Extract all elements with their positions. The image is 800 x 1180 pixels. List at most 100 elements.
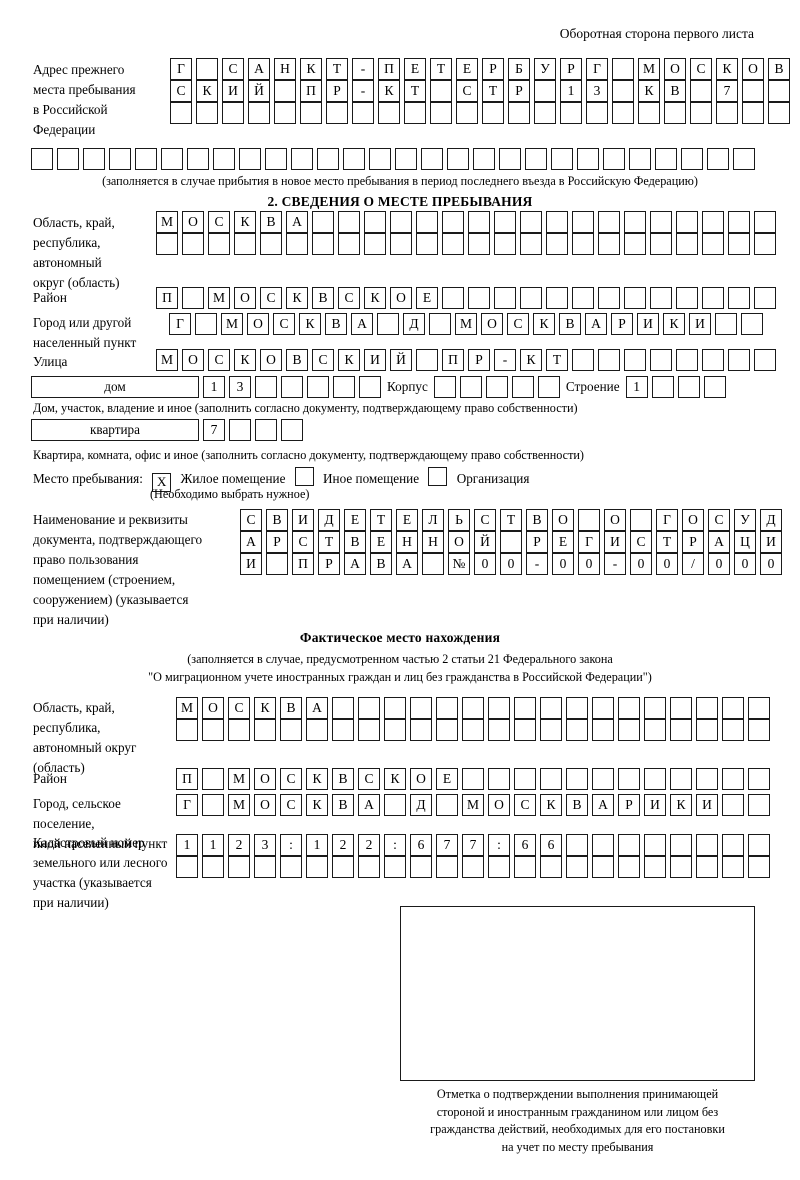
- char-cell[interactable]: С: [280, 794, 302, 816]
- char-cell[interactable]: [170, 102, 192, 124]
- char-cell[interactable]: [651, 376, 674, 398]
- char-cell[interactable]: [728, 211, 750, 233]
- char-cell[interactable]: [650, 233, 672, 255]
- char-cell[interactable]: [196, 102, 218, 124]
- char-cell[interactable]: М: [455, 313, 477, 335]
- char-cell[interactable]: -: [604, 553, 626, 575]
- char-cell[interactable]: Р: [266, 531, 288, 553]
- char-cell[interactable]: :: [280, 834, 302, 856]
- char-cell[interactable]: О: [664, 58, 686, 80]
- char-cell[interactable]: Т: [500, 509, 522, 531]
- char-cell[interactable]: В: [566, 794, 588, 816]
- char-cell[interactable]: [378, 102, 400, 124]
- char-cell[interactable]: [436, 856, 458, 878]
- char-cell[interactable]: [551, 148, 573, 170]
- char-cell[interactable]: [540, 697, 562, 719]
- char-cell[interactable]: К: [384, 768, 406, 790]
- char-cell[interactable]: Г: [170, 58, 192, 80]
- char-cell[interactable]: К: [234, 349, 256, 371]
- char-cell[interactable]: О: [604, 509, 626, 531]
- char-cell[interactable]: [254, 856, 276, 878]
- char-cell[interactable]: П: [292, 553, 314, 575]
- char-cell[interactable]: [768, 80, 790, 102]
- char-cell[interactable]: [462, 768, 484, 790]
- char-cell[interactable]: [430, 80, 452, 102]
- char-cell[interactable]: [442, 287, 464, 309]
- char-cell[interactable]: [468, 233, 490, 255]
- char-cell[interactable]: М: [208, 287, 230, 309]
- char-cell[interactable]: [702, 211, 724, 233]
- char-cell[interactable]: В: [768, 58, 790, 80]
- char-cell[interactable]: А: [240, 531, 262, 553]
- char-cell[interactable]: [520, 211, 542, 233]
- char-cell[interactable]: [514, 719, 536, 741]
- char-cell[interactable]: К: [286, 287, 308, 309]
- char-cell[interactable]: [748, 768, 770, 790]
- char-cell[interactable]: Т: [482, 80, 504, 102]
- char-cell[interactable]: 1: [625, 376, 648, 398]
- char-cell[interactable]: [722, 834, 744, 856]
- char-cell[interactable]: [430, 102, 452, 124]
- char-cell[interactable]: [280, 856, 302, 878]
- char-cell[interactable]: [722, 768, 744, 790]
- char-cell[interactable]: Т: [326, 58, 348, 80]
- char-cell[interactable]: Г: [586, 58, 608, 80]
- char-cell[interactable]: [624, 349, 646, 371]
- char-cell[interactable]: [213, 148, 235, 170]
- char-cell[interactable]: А: [286, 211, 308, 233]
- char-cell[interactable]: Н: [274, 58, 296, 80]
- char-cell[interactable]: И: [364, 349, 386, 371]
- char-cell[interactable]: И: [760, 531, 782, 553]
- char-cell[interactable]: [592, 697, 614, 719]
- char-cell[interactable]: 0: [708, 553, 730, 575]
- char-cell[interactable]: 1: [203, 376, 225, 398]
- char-cell[interactable]: Р: [318, 553, 340, 575]
- char-cell[interactable]: [416, 211, 438, 233]
- char-cell[interactable]: Р: [611, 313, 633, 335]
- char-cell[interactable]: Е: [404, 58, 426, 80]
- char-cell[interactable]: [577, 148, 599, 170]
- char-cell[interactable]: [696, 834, 718, 856]
- char-cell[interactable]: [716, 102, 738, 124]
- char-cell[interactable]: [364, 233, 386, 255]
- char-cell[interactable]: 1: [306, 834, 328, 856]
- char-cell[interactable]: В: [344, 531, 366, 553]
- char-cell[interactable]: К: [540, 794, 562, 816]
- char-cell[interactable]: [462, 856, 484, 878]
- char-cell[interactable]: А: [351, 313, 373, 335]
- char-cell[interactable]: [286, 233, 308, 255]
- char-cell[interactable]: [291, 148, 313, 170]
- char-cell[interactable]: [566, 719, 588, 741]
- char-cell[interactable]: [248, 102, 270, 124]
- char-cell[interactable]: О: [488, 794, 510, 816]
- char-cell[interactable]: Г: [169, 313, 191, 335]
- char-cell[interactable]: [578, 509, 600, 531]
- char-cell[interactable]: В: [332, 794, 354, 816]
- char-cell[interactable]: [572, 349, 594, 371]
- char-cell[interactable]: К: [533, 313, 555, 335]
- char-cell[interactable]: [499, 148, 521, 170]
- char-cell[interactable]: [592, 719, 614, 741]
- char-cell[interactable]: М: [221, 313, 243, 335]
- char-cell[interactable]: [722, 856, 744, 878]
- char-cell[interactable]: С: [228, 697, 250, 719]
- char-cell[interactable]: [390, 211, 412, 233]
- char-cell[interactable]: [534, 102, 556, 124]
- stay-type-row[interactable]: Место пребывания: X Жилое помещение Иное…: [33, 467, 529, 492]
- char-cell[interactable]: [488, 697, 510, 719]
- char-cell[interactable]: [255, 376, 277, 398]
- char-cell[interactable]: [566, 856, 588, 878]
- char-cell[interactable]: /: [682, 553, 704, 575]
- char-cell[interactable]: А: [396, 553, 418, 575]
- char-cell[interactable]: [592, 834, 614, 856]
- char-cell[interactable]: -: [352, 80, 374, 102]
- char-cell[interactable]: [676, 287, 698, 309]
